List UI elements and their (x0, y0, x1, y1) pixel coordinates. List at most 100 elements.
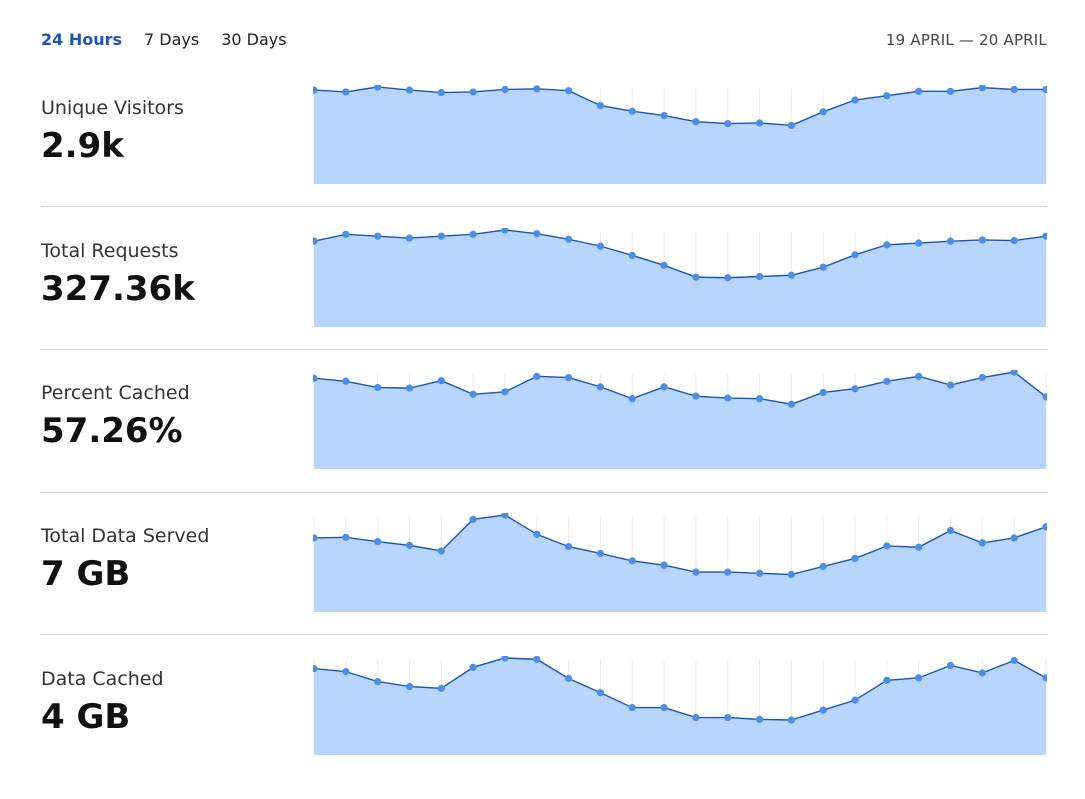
data-point[interactable] (946, 381, 955, 389)
data-point[interactable] (883, 542, 891, 550)
data-point[interactable] (819, 388, 827, 397)
data-point[interactable] (469, 663, 477, 671)
data-point[interactable] (1010, 85, 1018, 94)
data-point[interactable] (724, 394, 732, 402)
data-point[interactable] (374, 383, 382, 392)
data-point[interactable] (596, 383, 605, 391)
data-point[interactable] (469, 515, 477, 523)
data-point[interactable] (692, 273, 700, 281)
data-point[interactable] (596, 549, 605, 558)
data-point[interactable] (755, 569, 764, 577)
data-point[interactable] (342, 230, 350, 238)
data-point[interactable] (1010, 236, 1018, 245)
data-point[interactable] (565, 674, 573, 683)
data-point[interactable] (628, 704, 636, 712)
data-point[interactable] (405, 86, 414, 94)
data-point[interactable] (851, 96, 859, 104)
data-point[interactable] (533, 372, 541, 380)
data-point[interactable] (565, 373, 573, 382)
data-point[interactable] (1042, 232, 1047, 240)
data-point[interactable] (596, 242, 605, 250)
data-point[interactable] (787, 271, 795, 279)
data-point[interactable] (533, 230, 541, 238)
data-point[interactable] (660, 383, 668, 391)
data-point[interactable] (978, 669, 986, 677)
data-point[interactable] (342, 377, 350, 385)
data-point[interactable] (851, 251, 859, 259)
data-point[interactable] (883, 676, 891, 684)
data-point[interactable] (787, 121, 795, 130)
data-point[interactable] (313, 237, 318, 245)
data-point[interactable] (915, 87, 923, 95)
data-point[interactable] (437, 377, 445, 385)
data-point[interactable] (724, 568, 732, 576)
data-point[interactable] (851, 696, 859, 704)
data-point[interactable] (755, 272, 764, 281)
data-point[interactable] (596, 102, 605, 110)
data-point[interactable] (692, 392, 700, 400)
data-point[interactable] (978, 236, 986, 244)
data-point[interactable] (787, 716, 795, 724)
data-point[interactable] (915, 372, 923, 380)
data-point[interactable] (692, 713, 700, 722)
data-point[interactable] (692, 568, 700, 576)
data-point[interactable] (405, 541, 414, 549)
data-point[interactable] (915, 239, 923, 247)
data-point[interactable] (628, 557, 636, 565)
data-point[interactable] (628, 251, 636, 260)
data-point[interactable] (883, 377, 891, 385)
data-point[interactable] (565, 235, 573, 243)
data-point[interactable] (565, 87, 573, 95)
data-point[interactable] (501, 513, 509, 519)
data-point[interactable] (533, 530, 541, 538)
data-point[interactable] (437, 547, 445, 555)
data-point[interactable] (660, 111, 668, 120)
data-point[interactable] (596, 689, 605, 697)
data-point[interactable] (1042, 674, 1047, 682)
data-point[interactable] (946, 87, 955, 95)
data-point[interactable] (1010, 534, 1018, 542)
data-point[interactable] (342, 533, 350, 541)
data-point[interactable] (978, 85, 986, 92)
data-point[interactable] (405, 384, 414, 392)
data-point[interactable] (437, 88, 445, 97)
tab-30-days[interactable]: 30 Days (221, 30, 287, 49)
data-point[interactable] (1042, 393, 1047, 401)
data-point[interactable] (1010, 656, 1018, 665)
data-point[interactable] (787, 400, 795, 408)
data-point[interactable] (978, 373, 986, 382)
data-point[interactable] (313, 86, 318, 94)
data-point[interactable] (883, 92, 891, 100)
data-point[interactable] (946, 237, 955, 245)
data-point[interactable] (469, 88, 477, 96)
data-point[interactable] (915, 543, 923, 551)
data-point[interactable] (978, 539, 986, 547)
data-point[interactable] (660, 261, 668, 269)
data-point[interactable] (313, 374, 318, 382)
data-point[interactable] (313, 534, 318, 542)
data-point[interactable] (755, 715, 764, 723)
data-point[interactable] (533, 85, 541, 93)
data-point[interactable] (755, 395, 764, 403)
data-point[interactable] (819, 706, 827, 714)
data-point[interactable] (724, 119, 732, 128)
data-point[interactable] (724, 713, 732, 722)
data-point[interactable] (883, 241, 891, 249)
data-point[interactable] (501, 228, 509, 234)
data-point[interactable] (787, 570, 795, 579)
data-point[interactable] (660, 561, 668, 569)
data-point[interactable] (660, 704, 668, 712)
data-point[interactable] (469, 390, 477, 398)
data-point[interactable] (533, 656, 541, 663)
data-point[interactable] (946, 526, 955, 535)
data-point[interactable] (374, 538, 382, 546)
data-point[interactable] (819, 108, 827, 116)
data-point[interactable] (313, 664, 318, 673)
data-point[interactable] (946, 661, 955, 670)
data-point[interactable] (405, 234, 414, 242)
data-point[interactable] (374, 232, 382, 240)
data-point[interactable] (1010, 370, 1018, 376)
tab-24-hours[interactable]: 24 Hours (41, 30, 123, 49)
data-point[interactable] (1042, 523, 1047, 531)
data-point[interactable] (374, 677, 382, 686)
